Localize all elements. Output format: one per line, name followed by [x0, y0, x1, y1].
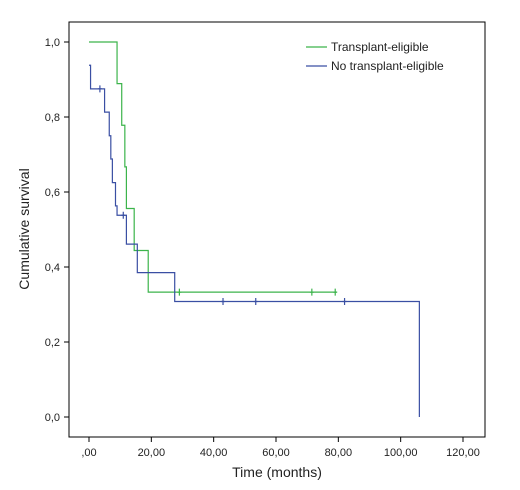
censor-mark-no-transplant-eligible — [221, 298, 226, 305]
y-tick-label: 0,6 — [45, 187, 60, 199]
series-line-no-transplant-eligible — [89, 64, 420, 417]
x-axis-title: Time (months) — [232, 464, 322, 480]
y-tick-label: 1,0 — [45, 37, 60, 49]
censor-mark-transplant-eligible — [177, 288, 182, 296]
series-line-transplant-eligible — [89, 41, 337, 293]
y-tick-label: 0,8 — [45, 112, 60, 124]
series-layer — [89, 41, 420, 417]
censor-mark-no-transplant-eligible — [342, 298, 347, 305]
y-tick-label: 0,4 — [45, 262, 60, 274]
y-tick-label: 0,2 — [45, 337, 60, 349]
x-tick-label: 20,00 — [138, 447, 166, 459]
censor-mark-no-transplant-eligible — [253, 298, 258, 305]
censor-mark-no-transplant-eligible — [121, 211, 126, 219]
x-axis-ticks: ,00 20,00 40,00 60,00 80,00 100,00 120,00 — [81, 437, 480, 459]
y-axis-title: Cumulative survival — [16, 168, 32, 289]
legend: Transplant-eligible No transplant-eligib… — [306, 40, 444, 73]
legend-label-no-transplant-eligible: No transplant-eligible — [331, 59, 444, 73]
x-tick-label: ,00 — [81, 447, 96, 459]
x-tick-label: 120,00 — [446, 447, 480, 459]
legend-label-transplant-eligible: Transplant-eligible — [331, 40, 429, 54]
censor-mark-no-transplant-eligible — [97, 85, 102, 93]
censor-mark-transplant-eligible — [333, 288, 338, 296]
x-tick-label: 60,00 — [262, 447, 290, 459]
plot-area — [68, 21, 486, 438]
x-tick-label: 40,00 — [200, 447, 228, 459]
x-tick-label: 100,00 — [384, 447, 418, 459]
censor-mark-transplant-eligible — [309, 288, 314, 296]
y-axis-ticks: 0,0 0,2 0,4 0,6 0,8 1,0 — [45, 37, 69, 424]
x-tick-label: 80,00 — [325, 447, 353, 459]
y-tick-label: 0,0 — [45, 412, 60, 424]
